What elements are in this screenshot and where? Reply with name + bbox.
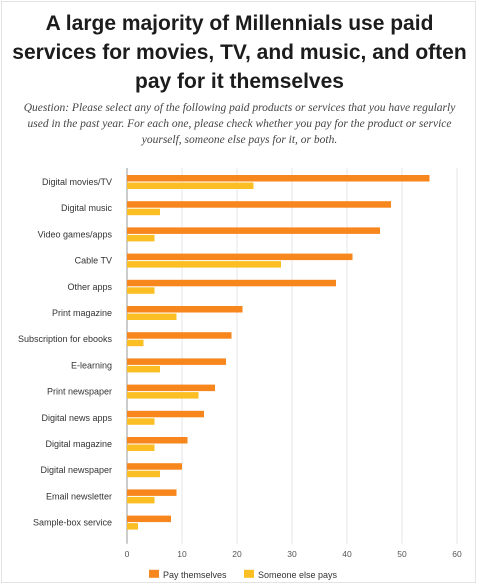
category-label: Cable TV — [75, 256, 112, 266]
x-tick-label: 20 — [232, 549, 242, 559]
x-tick-label: 40 — [342, 549, 352, 559]
bar-someone-else-pays — [127, 392, 199, 399]
bar-someone-else-pays — [127, 313, 177, 320]
category-label: Digital music — [61, 203, 113, 213]
bar-pay-themselves — [127, 332, 232, 339]
chart-title: A large majority of Millennials use paid… — [12, 12, 467, 93]
category-label: Other apps — [67, 282, 112, 292]
bar-pay-themselves — [127, 384, 215, 392]
bar-someone-else-pays — [127, 496, 155, 504]
bar-someone-else-pays — [127, 234, 155, 242]
legend-swatch-pay-themselves — [149, 569, 159, 578]
x-tick-label: 30 — [287, 549, 297, 559]
bar-someone-else-pays — [127, 470, 160, 478]
category-label: Digital movies/TV — [42, 177, 112, 187]
bar-pay-themselves — [127, 410, 204, 418]
category-label: Print magazine — [52, 308, 112, 318]
bar-pay-themselves — [127, 437, 188, 444]
chart-subtitle: Question: Please select any of the follo… — [23, 102, 456, 146]
bar-someone-else-pays — [127, 339, 144, 347]
category-label: E-learning — [71, 360, 112, 370]
category-label: Subscription for ebooks — [18, 334, 113, 344]
category-label: Sample-box service — [33, 518, 112, 528]
bar-someone-else-pays — [127, 261, 281, 268]
bar-someone-else-pays — [127, 523, 138, 530]
category-label: Digital newspaper — [40, 465, 112, 475]
bar-pay-themselves — [127, 279, 336, 287]
bar-someone-else-pays — [127, 287, 155, 294]
category-label: Digital magazine — [45, 439, 112, 449]
bar-pay-themselves — [127, 201, 391, 208]
bar-someone-else-pays — [127, 365, 160, 373]
category-label: Video games/apps — [38, 229, 113, 239]
x-tick-label: 50 — [397, 549, 407, 559]
bar-someone-else-pays — [127, 208, 160, 216]
bar-someone-else-pays — [127, 182, 254, 189]
bar-someone-else-pays — [127, 444, 155, 451]
legend-label: Someone else pays — [258, 570, 338, 580]
bar-pay-themselves — [127, 175, 430, 182]
bar-someone-else-pays — [127, 418, 155, 425]
bar-pay-themselves — [127, 489, 177, 496]
category-label: Email newsletter — [46, 491, 112, 501]
bar-pay-themselves — [127, 227, 380, 234]
x-tick-label: 10 — [177, 549, 187, 559]
category-label: Digital news apps — [41, 413, 112, 423]
bar-pay-themselves — [127, 253, 353, 261]
legend-swatch-someone-else-pays — [244, 569, 254, 578]
x-tick-label: 0 — [125, 549, 130, 559]
category-label: Print newspaper — [47, 387, 112, 397]
bar-pay-themselves — [127, 306, 243, 313]
bar-pay-themselves — [127, 358, 226, 365]
x-tick-label: 60 — [452, 549, 462, 559]
bar-pay-themselves — [127, 463, 182, 470]
bar-pay-themselves — [127, 515, 171, 523]
legend-label: Pay themselves — [163, 570, 227, 580]
